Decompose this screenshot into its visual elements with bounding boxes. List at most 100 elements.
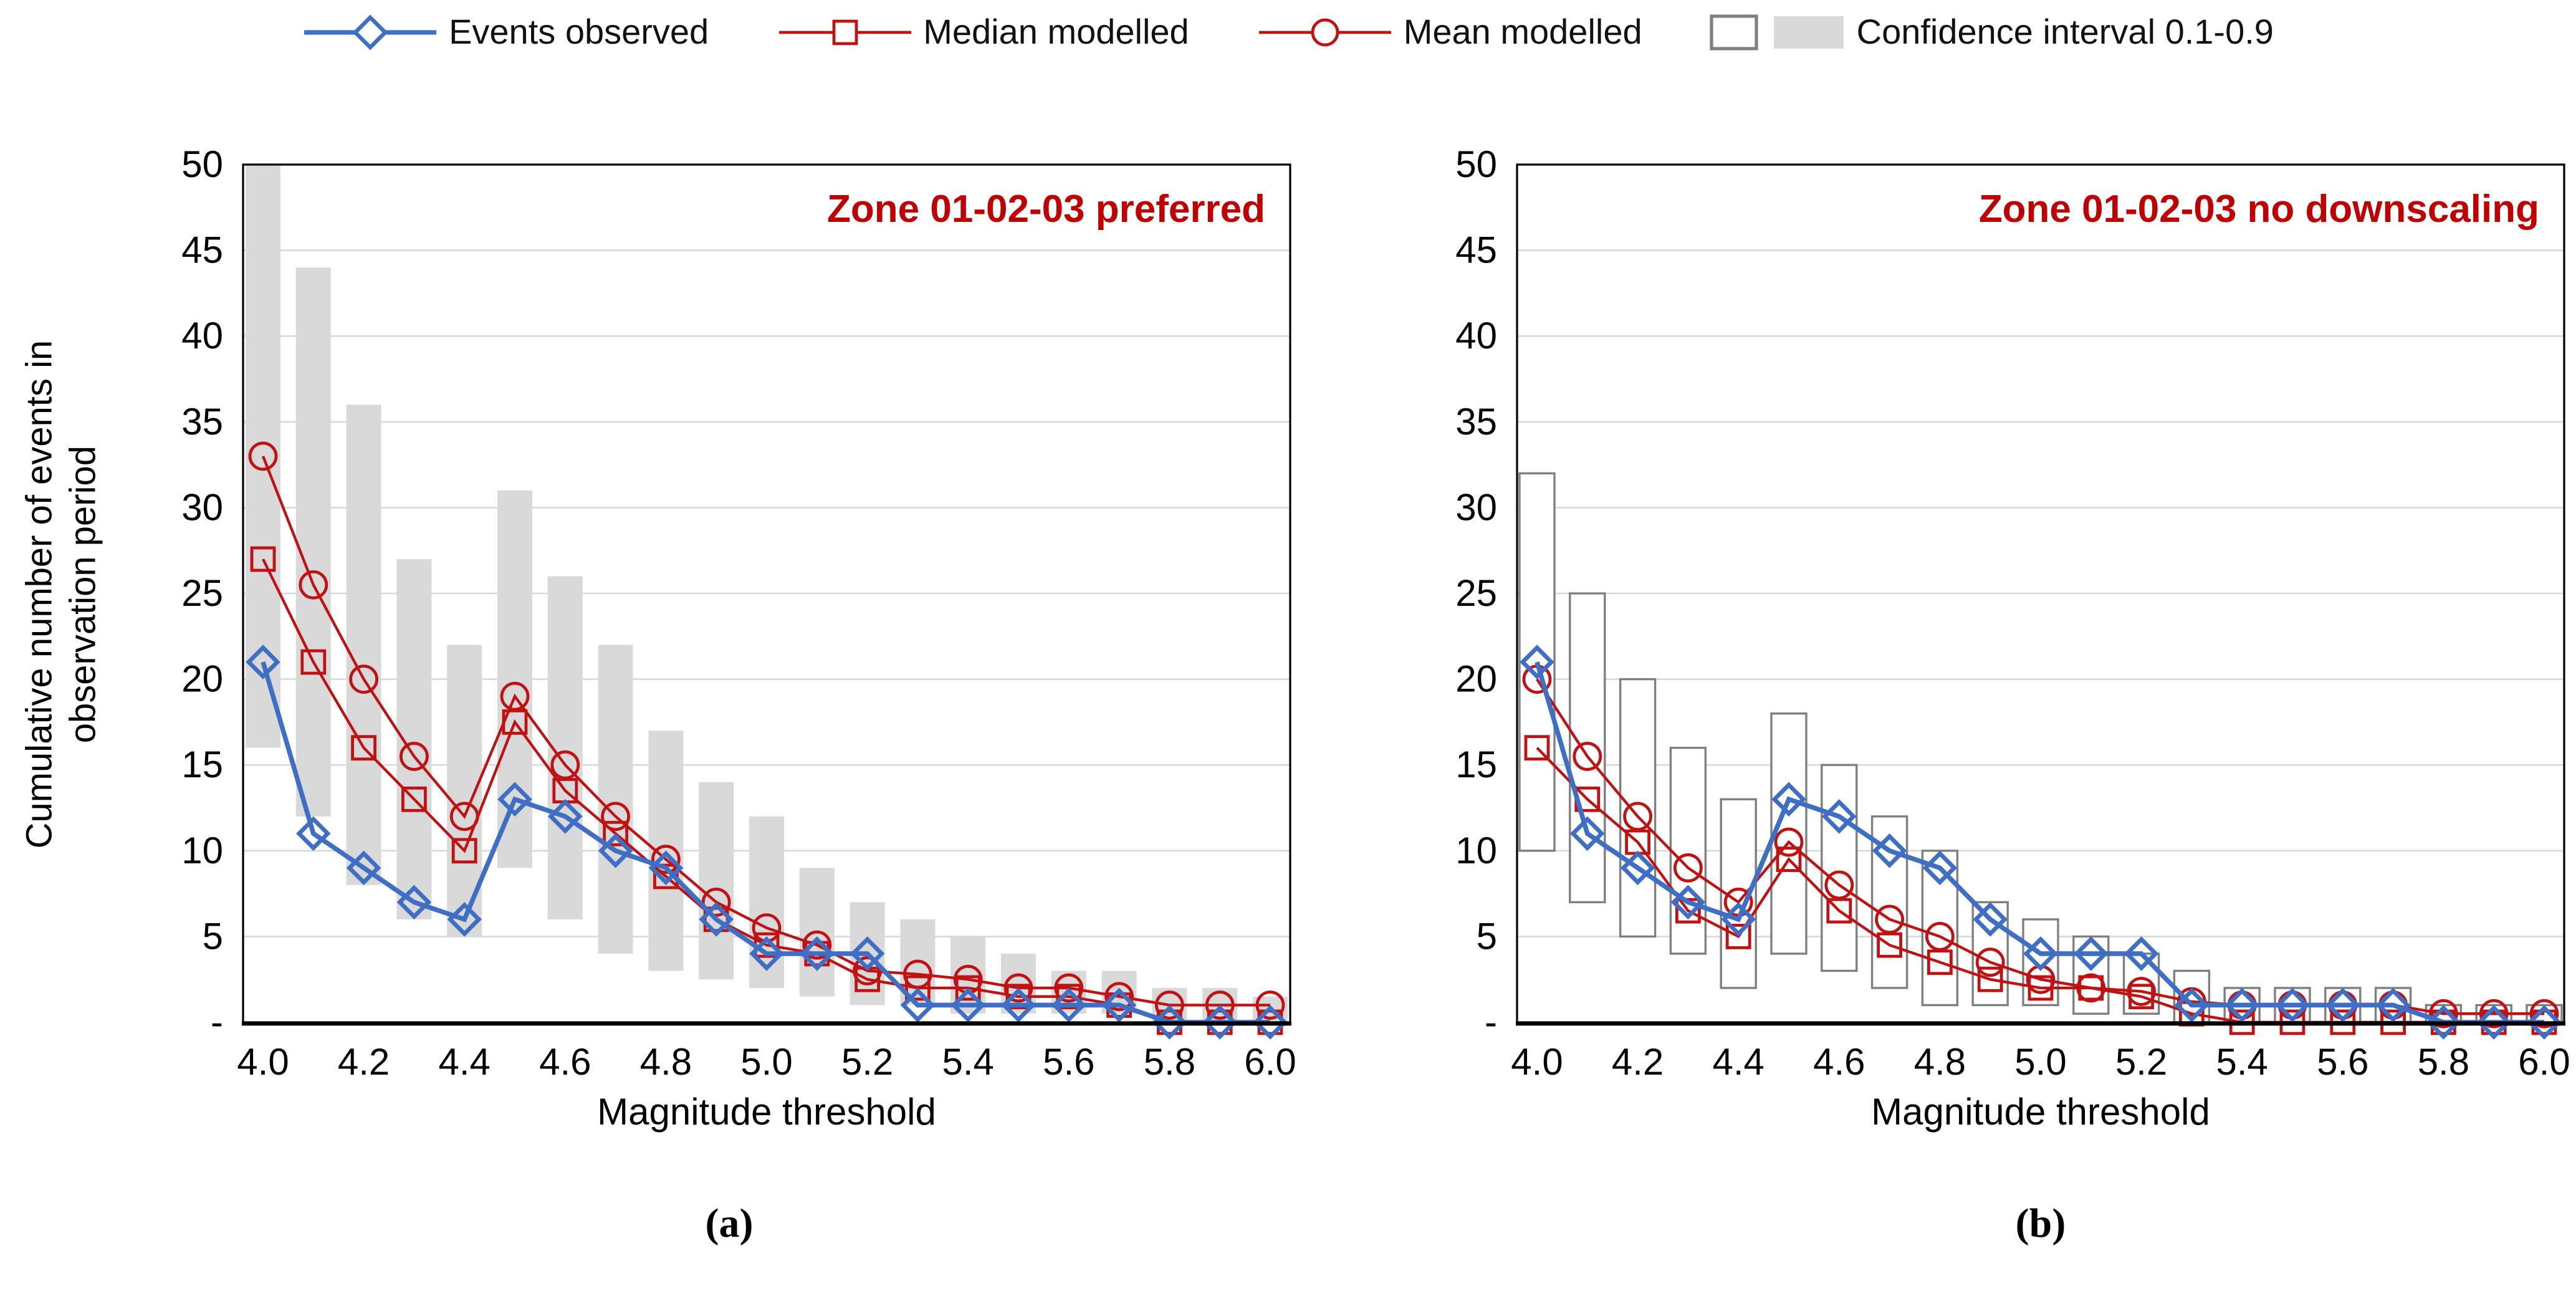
median-modelled-marker — [351, 735, 377, 761]
y-tick-label: 30 — [181, 486, 223, 528]
mean-modelled-marker — [2127, 977, 2156, 1006]
legend-item-events-observed: Events observed — [302, 10, 709, 55]
events-observed-marker — [2073, 936, 2109, 971]
events-observed-marker — [598, 833, 633, 868]
mean-modelled-marker — [1774, 827, 1804, 857]
x-tick-label: 6.0 — [1244, 1041, 1296, 1082]
mean-modelled-marker — [1623, 802, 1653, 832]
events-observed-marker — [2124, 936, 2159, 971]
x-tick-label: 5.2 — [2115, 1041, 2167, 1082]
mean-modelled-marker — [299, 570, 328, 600]
y-tick-label: 40 — [1455, 315, 1497, 357]
events-observed-swatch-icon — [304, 14, 437, 50]
confidence-interval-bar — [699, 782, 734, 980]
events-observed-marker — [2375, 987, 2411, 1023]
x-tick-label: 4.4 — [1712, 1041, 1764, 1082]
caption-b: (b) — [2015, 1202, 2066, 1247]
y-tick-label: 15 — [181, 744, 223, 785]
confidence-interval-swatch-icon — [1710, 14, 1844, 50]
median-modelled-marker — [300, 649, 327, 675]
confidence-interval-bar — [346, 405, 381, 885]
x-tick-label: 5.6 — [1043, 1041, 1094, 1082]
median-modelled-marker — [250, 546, 276, 572]
y-tick-label: 10 — [1455, 830, 1497, 871]
confidence-interval-bar — [295, 267, 331, 817]
x-tick-label: 4.8 — [640, 1041, 692, 1082]
mean-modelled-marker — [449, 802, 479, 832]
events-observed-marker — [799, 936, 835, 971]
events-observed-marker — [1922, 850, 1958, 886]
events-observed-marker — [396, 885, 432, 920]
ci-outline-box-icon — [1710, 14, 1759, 50]
x-tick-label: 5.0 — [740, 1041, 792, 1082]
events-observed-marker — [2023, 936, 2058, 971]
legend-label: Events observed — [449, 12, 709, 51]
events-observed-marker — [295, 816, 331, 851]
y-tick-label: 45 — [181, 229, 223, 271]
events-observed-marker — [950, 987, 986, 1023]
mean-modelled-marker — [248, 441, 278, 471]
mean-modelled-marker — [1975, 947, 2005, 977]
y-axis-title-line1: Cumulative number of events in — [20, 340, 60, 849]
mean-modelled-marker — [349, 664, 379, 694]
events-observed-marker — [1101, 987, 1137, 1023]
y-tick-label: - — [211, 1001, 223, 1043]
events-observed-marker — [1051, 987, 1086, 1023]
chart-title: Zone 01-02-03 no downscaling — [1979, 188, 2539, 231]
mean-modelled-marker — [2479, 999, 2509, 1029]
chart-a-plot: - 5 10 15 20 25 30 35 40 45 50 4.0 4.2 4.4 4.6 4.8 5.0 5.… — [181, 150, 1296, 1082]
confidence-interval-bar — [598, 645, 633, 954]
mean-modelled-swatch-icon — [1258, 18, 1391, 47]
y-tick-label: 50 — [181, 150, 223, 185]
confidence-interval-bar — [1821, 764, 1858, 972]
y-axis-title: Cumulative number of events in observati… — [19, 158, 105, 1031]
circle-marker-icon — [1311, 18, 1339, 47]
ci-filled-box-icon — [1774, 16, 1844, 49]
y-tick-label: 35 — [1455, 401, 1497, 443]
legend-label: Confidence interval 0.1-0.9 — [1856, 12, 2274, 51]
diamond-marker-icon — [352, 14, 388, 50]
median-modelled-marker — [905, 975, 931, 1001]
y-tick-label: 5 — [203, 915, 223, 957]
mean-modelled-marker — [1673, 853, 1703, 883]
mean-modelled-marker — [1054, 973, 1084, 1003]
y-tick-label: 50 — [1455, 150, 1497, 185]
legend-item-median-modelled: Median modelled — [776, 10, 1189, 55]
mean-modelled-marker — [550, 750, 580, 780]
x-tick-label: 5.0 — [2014, 1041, 2066, 1082]
mean-modelled-marker — [651, 845, 681, 874]
median-modelled-marker — [703, 906, 729, 933]
mean-modelled-marker — [2076, 973, 2106, 1003]
events-observed-marker — [2325, 987, 2360, 1023]
events-observed-marker — [1520, 645, 1554, 679]
mean-modelled-marker — [1255, 990, 1285, 1020]
mean-modelled-marker — [1003, 973, 1033, 1003]
events-observed-marker — [1620, 850, 1655, 886]
caption-a: (a) — [705, 1202, 754, 1247]
x-tick-label: 4.2 — [1612, 1041, 1664, 1082]
events-observed-marker — [648, 850, 684, 886]
events-observed-marker — [1821, 798, 1857, 834]
median-modelled-marker — [1977, 966, 2003, 992]
events-observed-marker — [699, 902, 734, 937]
y-tick-label: 40 — [181, 315, 223, 357]
legend-label: Mean modelled — [1403, 12, 1642, 51]
x-tick-label: 5.2 — [841, 1041, 893, 1082]
mean-modelled-marker — [601, 802, 630, 832]
events-observed-marker — [900, 987, 936, 1023]
events-observed-marker — [1001, 987, 1036, 1023]
confidence-interval-bar — [1921, 850, 1959, 1007]
mean-modelled-marker — [1824, 870, 1854, 900]
y-tick-label: 35 — [181, 401, 223, 443]
mean-modelled-marker — [1155, 990, 1184, 1020]
mean-modelled-marker — [853, 956, 882, 985]
x-axis-title-b: Magnitude threshold — [1871, 1092, 2210, 1133]
confidence-interval-bar — [749, 816, 784, 988]
x-tick-label: 4.6 — [539, 1041, 591, 1082]
mean-modelled-marker — [500, 681, 530, 711]
mean-modelled-line — [261, 456, 1270, 1007]
y-tick-label: 20 — [181, 658, 223, 700]
mean-modelled-marker — [399, 742, 429, 771]
median-modelled-line — [262, 558, 1270, 1024]
median-modelled-marker — [1725, 924, 1751, 949]
